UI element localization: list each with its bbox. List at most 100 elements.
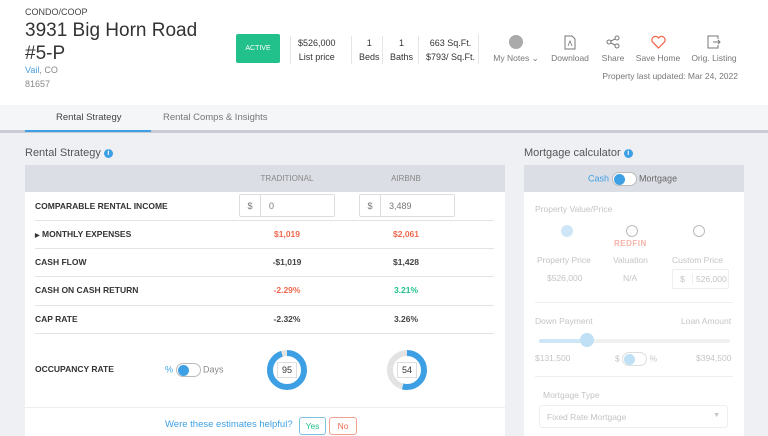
- trad-value: $1,019: [274, 229, 300, 239]
- down-unit-toggle[interactable]: $ %: [615, 352, 657, 366]
- caret-right-icon: ▶: [35, 233, 40, 239]
- radio-property-price[interactable]: [561, 225, 573, 237]
- divider: [35, 305, 494, 306]
- yes-button[interactable]: Yes: [299, 417, 326, 435]
- donut-arc: [267, 350, 307, 390]
- monthly-expenses-toggle[interactable]: ▶ MONTHLY EXPENSES: [35, 229, 131, 239]
- tab-bar: [0, 105, 768, 133]
- status-badge: ACTIVE: [236, 34, 280, 63]
- row-label: COMPARABLE RENTAL INCOME: [35, 201, 168, 211]
- toggle-switch[interactable]: [622, 352, 648, 366]
- stat-value: 1: [399, 38, 405, 48]
- property-header: [0, 0, 768, 105]
- down-payment-slider[interactable]: [539, 339, 730, 343]
- divider: [535, 302, 733, 303]
- action-label: Orig. Listing: [691, 53, 737, 63]
- divider: [35, 276, 494, 277]
- trad-value: -$1,019: [272, 257, 302, 267]
- stat-value: $526,000: [298, 38, 336, 48]
- currency: $: [240, 195, 261, 216]
- tab-rental-strategy[interactable]: Rental Strategy: [56, 112, 122, 123]
- toggle-right-label: Mortgage: [639, 173, 678, 184]
- stat-label: Baths: [390, 52, 414, 62]
- row-label: CAP RATE: [35, 314, 78, 324]
- property-address: 3931 Big Horn Road #5-P: [25, 20, 198, 64]
- row-label: OCCUPANCY RATE: [35, 364, 114, 374]
- input-value: 526,000: [696, 274, 727, 284]
- section-title: Mortgage calculator: [524, 147, 621, 159]
- stat-label: Beds: [359, 52, 380, 62]
- stat-label: List price: [298, 52, 335, 62]
- occupancy-value: 54: [397, 362, 417, 378]
- tab-rental-comps[interactable]: Rental Comps & Insights: [163, 112, 268, 123]
- chevron-down-icon: ▼: [713, 412, 720, 419]
- last-updated: Property last updated: Mar 24, 2022: [602, 71, 738, 81]
- row-label: CASH FLOW: [35, 257, 87, 267]
- action-label: Save Home: [635, 53, 681, 63]
- section-title: Rental Strategy: [25, 147, 101, 159]
- trad-value: -2.29%: [273, 285, 301, 295]
- toggle-switch[interactable]: [611, 172, 637, 186]
- stat-baths: 1 Baths: [382, 36, 420, 64]
- occupancy-unit-toggle[interactable]: % Days: [165, 363, 224, 377]
- occupancy-value: 95: [277, 362, 297, 378]
- donut-arc: [387, 350, 427, 390]
- save-home-button[interactable]: Save Home: [628, 34, 688, 63]
- action-label: Download: [551, 53, 589, 63]
- toggle-switch[interactable]: [175, 363, 201, 377]
- redfin-logo: REDFIN: [614, 239, 647, 248]
- stat-value: 1: [366, 38, 372, 48]
- info-icon[interactable]: i: [623, 149, 633, 158]
- trad-value: -2.32%: [273, 314, 301, 324]
- my-notes-button[interactable]: My Notes ⌄: [486, 34, 546, 64]
- mortgage-type-label: Mortgage Type: [543, 390, 600, 400]
- airbnb-income-input[interactable]: $3,489: [359, 194, 455, 217]
- share-icon: [606, 35, 620, 49]
- city-link[interactable]: Vail: [25, 65, 40, 75]
- traditional-occupancy-donut: [266, 349, 308, 396]
- download-button[interactable]: Download: [540, 34, 600, 63]
- table-header: [25, 165, 505, 192]
- traditional-income-input[interactable]: $0: [239, 194, 335, 217]
- share-button[interactable]: Share: [583, 34, 643, 63]
- state: , CO: [39, 65, 58, 75]
- stat-beds: 1 Beds: [351, 36, 387, 64]
- mortgage-type-select[interactable]: Fixed Rate Mortgage ▼: [539, 405, 728, 428]
- rental-strategy-title: Rental Strategy i: [25, 147, 113, 159]
- slider-thumb[interactable]: [579, 333, 594, 347]
- toggle-right-label: Days: [203, 364, 224, 375]
- stat-sqft: 663 Sq.Ft. $793/ Sq.Ft.: [418, 36, 482, 64]
- input-value: 0: [269, 200, 275, 211]
- loan-amount-value: $394,500: [696, 353, 732, 363]
- option-label: Valuation: [613, 255, 648, 265]
- airbnb-value: 3.21%: [393, 285, 419, 295]
- stat-price: $526,000 List price: [290, 36, 343, 64]
- pdf-icon: [564, 35, 576, 49]
- action-label: My Notes: [493, 53, 530, 63]
- orig-listing-button[interactable]: Orig. Listing: [684, 34, 744, 63]
- option-label: Property Price: [537, 255, 591, 265]
- info-icon[interactable]: i: [103, 149, 113, 158]
- heart-icon: [650, 35, 666, 49]
- airbnb-occupancy-donut: [386, 349, 428, 396]
- divider: [535, 376, 733, 377]
- radio-custom-price[interactable]: [693, 225, 705, 237]
- down-payment-label: Down Payment: [535, 316, 593, 326]
- notes-avatar-icon: [509, 35, 523, 49]
- divider: [478, 34, 479, 64]
- custom-price-input[interactable]: $526,000: [672, 269, 729, 289]
- input-value: 3,489: [389, 200, 412, 211]
- divider: [35, 248, 494, 249]
- cash-mortgage-toggle[interactable]: Cash Mortgage: [588, 172, 677, 186]
- radio-valuation[interactable]: [626, 225, 638, 237]
- property-type: CONDO/COOP: [25, 7, 88, 17]
- no-button[interactable]: No: [329, 417, 357, 435]
- toggle-left-label: %: [165, 364, 174, 375]
- divider: [25, 407, 505, 408]
- down-payment-value: $131,500: [535, 353, 571, 363]
- external-icon: [707, 35, 721, 49]
- airbnb-value: $2,061: [393, 229, 419, 239]
- toggle-right-label: %: [649, 353, 658, 364]
- feedback-question: Were these estimates helpful?: [165, 419, 293, 430]
- loan-amount-label: Loan Amount: [681, 316, 732, 326]
